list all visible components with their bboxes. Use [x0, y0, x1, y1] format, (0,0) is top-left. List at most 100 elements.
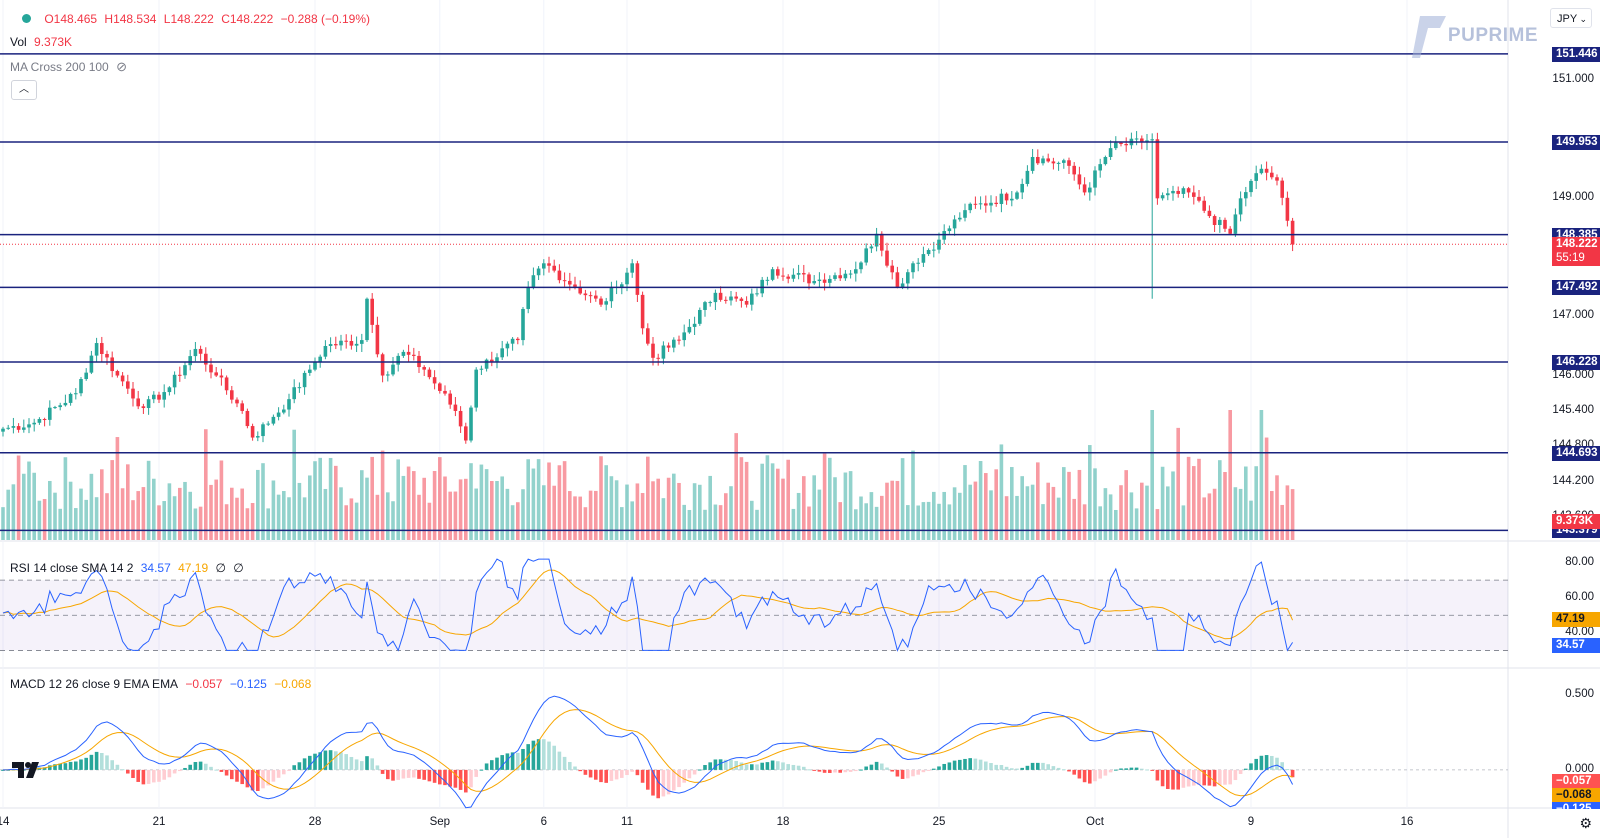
macd-histogram-bar [354, 759, 359, 770]
volume-legend-label: Vol [10, 35, 27, 49]
volume-bar [183, 481, 187, 540]
macd-histogram-bar [1103, 769, 1108, 776]
level-price-label[interactable]: 149.953 [1552, 135, 1600, 151]
volume-bar [1140, 482, 1144, 540]
collapse-legend-button[interactable]: ︿ [11, 80, 37, 100]
macd-histogram-bar [1056, 767, 1061, 770]
macd-legend[interactable]: MACD 12 26 close 9 EMA EMA −0.057 −0.125… [10, 677, 315, 691]
macd-histogram-bar [817, 769, 822, 772]
ohlc-close: C148.222 [221, 12, 274, 26]
macd-tick-label: 0.000 [1565, 762, 1594, 775]
currency-select[interactable]: JPY ⌄ [1550, 8, 1592, 28]
volume-bar [796, 492, 801, 540]
macd-histogram-bar [531, 740, 536, 770]
candle-body [536, 268, 541, 276]
volume-bar [1129, 492, 1134, 540]
macd-histogram-bar [755, 764, 759, 770]
volume-bar [526, 459, 530, 540]
level-price-label[interactable]: 147.492 [1552, 280, 1600, 296]
volume-bar [230, 487, 234, 540]
macd-histogram-bar [1280, 762, 1284, 770]
macd-histogram-bar [999, 765, 1004, 770]
macd-histogram-bar [516, 752, 520, 770]
volume-legend[interactable]: Vol 9.373K [10, 35, 76, 49]
candle-body [120, 375, 125, 382]
candle-body [1155, 139, 1160, 199]
candle-body [458, 410, 463, 427]
ohlc-change: −0.288 (−0.19%) [280, 12, 370, 26]
macd-histogram-bar [625, 769, 629, 776]
eye-hidden-icon[interactable]: ⊘ [116, 59, 127, 74]
candle-body [604, 301, 608, 305]
volume-bar [1145, 485, 1149, 540]
candle-body [516, 338, 520, 341]
macd-histogram-bar [505, 753, 510, 770]
candle-body [807, 274, 811, 284]
tradingview-logo-icon [12, 762, 39, 778]
volume-bar [500, 476, 504, 540]
candle-body [240, 403, 244, 411]
macd-histogram-bar [406, 769, 411, 778]
volume-bar [1025, 486, 1030, 540]
macd-histogram-bar [1223, 769, 1227, 785]
volume-bar [666, 477, 671, 540]
volume-bar [245, 508, 250, 540]
volume-bar [1030, 484, 1035, 540]
gear-icon[interactable]: ⚙ [1579, 815, 1592, 831]
candle-body [921, 254, 926, 263]
candle-body [1020, 183, 1024, 193]
macd-histogram-bar [100, 753, 104, 770]
volume-bar [157, 505, 161, 540]
volume-bar [224, 504, 229, 540]
macd-histogram-bar [557, 751, 562, 770]
macd-histogram-bar [250, 769, 255, 791]
current-price-label[interactable]: 148.222 [1552, 237, 1600, 253]
candle-body [422, 367, 426, 370]
volume-bar [1108, 494, 1113, 540]
volume-bar [443, 476, 447, 540]
candle-body [1192, 192, 1196, 197]
macd-histogram-bar [224, 769, 229, 776]
rsi-legend[interactable]: RSI 14 close SMA 14 2 34.57 47.19 ∅ ∅ [10, 561, 248, 575]
volume-bar [906, 505, 910, 540]
candle-body [620, 284, 624, 287]
macd-histogram-bar [880, 763, 884, 770]
volume-bar [568, 491, 572, 540]
volume-bar [6, 489, 10, 540]
candle-body [1, 428, 5, 432]
macd-histogram-bar [1264, 755, 1269, 770]
candle-body [318, 356, 322, 363]
ma-legend[interactable]: MA Cross 200 100 ⊘ [10, 59, 131, 75]
volume-bar [1171, 471, 1175, 540]
volume-bar [542, 485, 546, 540]
candle-body [1202, 200, 1206, 211]
macd-histogram-bar [349, 756, 354, 770]
time-tick-label: 11 [621, 816, 633, 828]
candle-countdown-label: 55:19 [1552, 251, 1600, 267]
volume-bar [718, 505, 723, 540]
tradingview-logo[interactable] [12, 762, 42, 783]
macd-histogram-bar [708, 762, 712, 770]
macd-histogram-bar [724, 759, 728, 770]
price-tick-label: 144.200 [1552, 474, 1594, 487]
rsi-tick-label: 80.00 [1565, 555, 1594, 568]
candle-body [209, 364, 213, 373]
level-price-label[interactable]: 146.228 [1552, 355, 1600, 371]
volume-bar [1067, 471, 1071, 540]
macd-histogram-bar [167, 769, 172, 778]
candle-body [11, 426, 16, 428]
candle-body [1077, 174, 1082, 185]
candle-body [1051, 161, 1056, 164]
level-price-label[interactable]: 144.693 [1552, 445, 1600, 461]
rsi-legend-rsi: 34.57 [140, 561, 171, 575]
volume-bar [1077, 469, 1082, 540]
macd-histogram-bar [484, 763, 489, 770]
macd-histogram-bar [464, 769, 468, 793]
volume-bar [999, 444, 1004, 540]
candle-body [178, 374, 182, 376]
level-price-label[interactable]: 151.446 [1552, 46, 1600, 62]
macd-histogram-bar [204, 763, 208, 770]
macd-histogram-bar [640, 769, 645, 783]
candle-body [531, 275, 536, 287]
